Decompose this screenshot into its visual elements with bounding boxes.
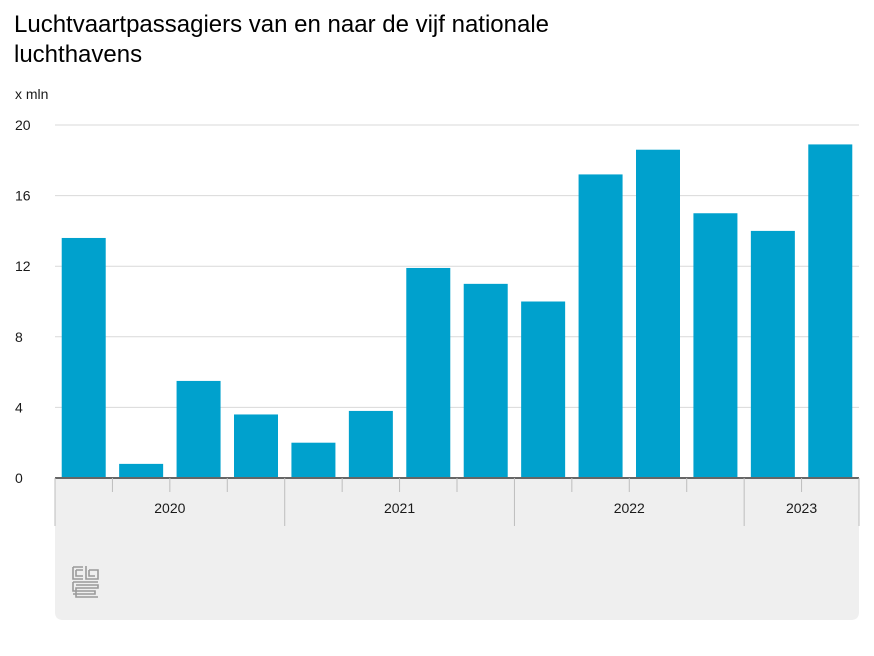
bar bbox=[119, 463, 164, 478]
bar bbox=[636, 149, 680, 478]
bar bbox=[693, 213, 738, 478]
y-tick-label: 12 bbox=[15, 258, 31, 274]
bar bbox=[406, 267, 451, 478]
year-label: 2020 bbox=[154, 500, 185, 516]
bar bbox=[808, 144, 853, 479]
chart-title-line-2: luchthavens bbox=[14, 41, 143, 68]
bar bbox=[234, 414, 278, 478]
bar bbox=[521, 301, 566, 478]
y-tick-label: 16 bbox=[15, 188, 31, 204]
cbs-logo-icon bbox=[72, 566, 99, 598]
bar bbox=[176, 380, 221, 478]
chart-title-line-1: Luchtvaartpassagiers van en naar de vijf… bbox=[14, 11, 550, 38]
footer-panel bbox=[55, 526, 859, 620]
bar bbox=[61, 237, 106, 478]
year-label: 2023 bbox=[786, 500, 817, 516]
year-label: 2022 bbox=[614, 500, 645, 516]
y-tick-label: 20 bbox=[15, 117, 31, 133]
y-tick-label: 8 bbox=[15, 329, 23, 345]
x-axis: 2020 2021 2022 2023 bbox=[54, 477, 860, 526]
y-unit-label: x mln bbox=[15, 86, 48, 102]
chart-title: Luchtvaartpassagiers van en naar de vijf… bbox=[0, 10, 646, 70]
y-tick-label: 4 bbox=[15, 399, 23, 415]
bars bbox=[61, 144, 853, 479]
bar bbox=[463, 283, 508, 478]
y-tick-label: 0 bbox=[15, 470, 23, 486]
y-axis: x mln 0 4 8 12 16 20 bbox=[15, 86, 48, 486]
grid-lines bbox=[55, 124, 859, 408]
bar bbox=[291, 442, 336, 478]
year-label: 2021 bbox=[384, 500, 415, 516]
footer-background bbox=[55, 526, 859, 620]
bar bbox=[578, 174, 623, 479]
bar bbox=[750, 230, 795, 478]
bar bbox=[348, 410, 393, 478]
